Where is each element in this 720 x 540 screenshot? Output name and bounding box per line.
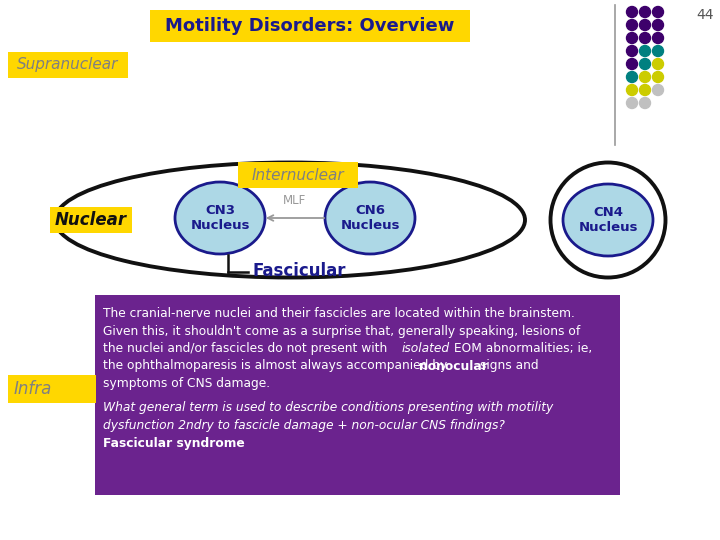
Circle shape [652, 84, 664, 96]
FancyBboxPatch shape [150, 10, 470, 42]
Circle shape [639, 58, 650, 70]
Circle shape [652, 45, 664, 57]
Circle shape [626, 84, 637, 96]
Text: Fascicular: Fascicular [252, 262, 346, 280]
Text: the ophthalmoparesis is almost always accompanied by: the ophthalmoparesis is almost always ac… [103, 360, 451, 373]
FancyBboxPatch shape [8, 375, 96, 403]
Text: CN3
Nucleus: CN3 Nucleus [190, 204, 250, 232]
Circle shape [639, 6, 650, 17]
Text: EOM abnormalities; ie,: EOM abnormalities; ie, [450, 342, 593, 355]
Circle shape [639, 19, 650, 30]
Text: the nuclei and/or fascicles do not present with: the nuclei and/or fascicles do not prese… [103, 342, 391, 355]
Circle shape [652, 32, 664, 44]
Text: What general term is used to describe conditions presenting with motility: What general term is used to describe co… [103, 402, 553, 415]
Text: CN4
Nucleus: CN4 Nucleus [578, 206, 638, 234]
Text: Supranuclear: Supranuclear [17, 57, 119, 72]
Ellipse shape [325, 182, 415, 254]
Circle shape [626, 58, 637, 70]
Circle shape [639, 32, 650, 44]
Circle shape [626, 19, 637, 30]
Ellipse shape [175, 182, 265, 254]
Text: symptoms of CNS damage.: symptoms of CNS damage. [103, 377, 270, 390]
Text: Fascicular syndrome: Fascicular syndrome [103, 436, 245, 449]
Circle shape [626, 32, 637, 44]
Circle shape [626, 6, 637, 17]
Text: isolated: isolated [402, 342, 450, 355]
Text: Motility Disorders: Overview: Motility Disorders: Overview [166, 17, 455, 35]
FancyBboxPatch shape [95, 295, 620, 495]
Text: Nuclear: Nuclear [55, 211, 127, 229]
Circle shape [652, 58, 664, 70]
Text: CN6
Nucleus: CN6 Nucleus [341, 204, 400, 232]
Circle shape [639, 45, 650, 57]
Circle shape [639, 84, 650, 96]
Circle shape [626, 45, 637, 57]
Ellipse shape [563, 184, 653, 256]
Circle shape [639, 98, 650, 109]
Circle shape [652, 71, 664, 83]
Text: nonocular: nonocular [419, 360, 488, 373]
Text: Infra: Infra [14, 380, 53, 398]
Circle shape [652, 19, 664, 30]
Circle shape [639, 71, 650, 83]
FancyBboxPatch shape [238, 162, 358, 188]
Circle shape [626, 98, 637, 109]
Text: The cranial-nerve nuclei and their fascicles are located within the brainstem.: The cranial-nerve nuclei and their fasci… [103, 307, 575, 320]
Text: 44: 44 [696, 8, 714, 22]
FancyBboxPatch shape [8, 52, 128, 78]
Text: MLF: MLF [284, 194, 307, 207]
Text: Internuclear: Internuclear [252, 167, 344, 183]
Text: dysfunction 2ndry to fascicle damage + non-ocular CNS findings?: dysfunction 2ndry to fascicle damage + n… [103, 419, 505, 432]
FancyBboxPatch shape [50, 207, 132, 233]
Text: Given this, it shouldn't come as a surprise that, generally speaking, lesions of: Given this, it shouldn't come as a surpr… [103, 325, 580, 338]
Circle shape [652, 6, 664, 17]
Circle shape [626, 71, 637, 83]
Text: signs and: signs and [476, 360, 539, 373]
